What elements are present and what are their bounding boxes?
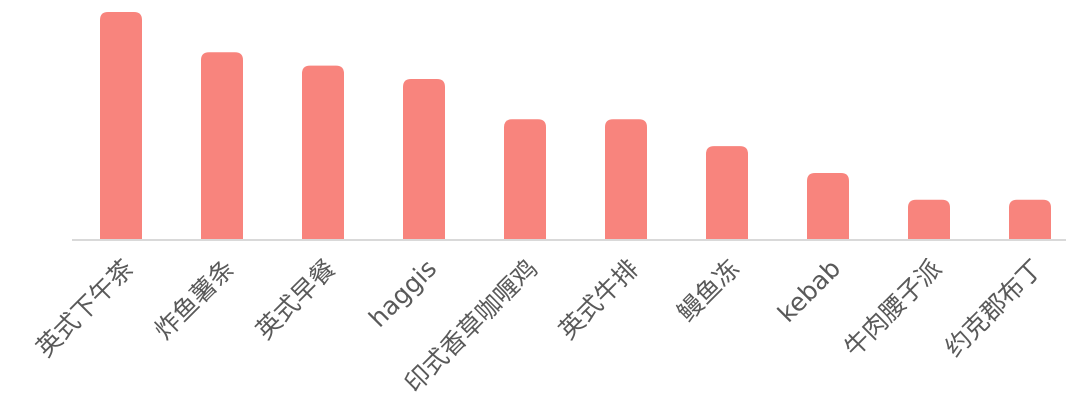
x-tick-label: 英式早餐	[250, 254, 341, 345]
bar-3	[403, 79, 445, 240]
x-tick-label: 鳗鱼冻	[672, 254, 746, 328]
bars-group	[100, 12, 1051, 241]
bar-8	[908, 199, 950, 240]
x-tick-label: 英式下午茶	[30, 254, 139, 363]
x-tick-label: 约克郡布丁	[939, 254, 1048, 363]
x-tick-label: haggis	[363, 254, 442, 333]
bar-7	[807, 172, 849, 240]
bar-4	[504, 119, 546, 240]
bar-9	[1009, 199, 1051, 240]
x-tick-label: 英式牛排	[553, 254, 644, 345]
x-tick-label: 炸鱼薯条	[149, 254, 240, 345]
bar-2	[302, 65, 344, 240]
bar-6	[706, 146, 748, 240]
x-tick-label: kebab	[772, 254, 846, 328]
bar-5	[605, 119, 647, 240]
bar-0	[100, 12, 142, 240]
bar-1	[201, 52, 243, 241]
x-tick-label: 牛肉腰子派	[838, 254, 947, 363]
